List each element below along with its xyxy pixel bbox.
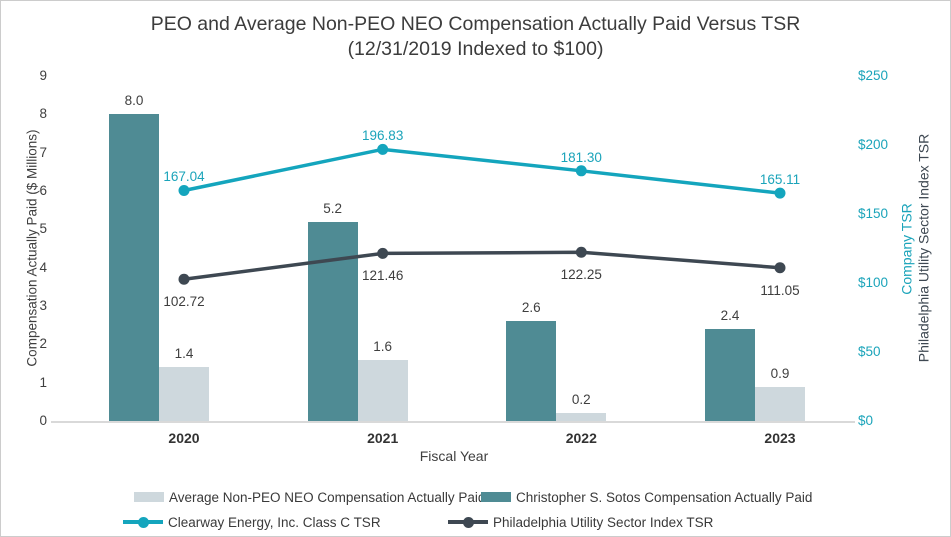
tsr-value-label: 196.83 <box>362 128 404 144</box>
chart-title: PEO and Average Non-PEO NEO Compensation… <box>1 12 950 62</box>
x-axis-title: Fiscal Year <box>419 448 489 464</box>
tsr-lines-plot <box>178 143 786 285</box>
tsr-value-label: 122.25 <box>560 267 602 283</box>
x-axis-category-label: 2022 <box>565 430 597 446</box>
bar-avg-neo-compensation <box>159 367 209 421</box>
secondary-y-axis-tick-label: $50 <box>858 344 881 359</box>
secondary-y-axis-tick-label: $200 <box>858 137 889 152</box>
bar-value-label: 5.2 <box>323 200 343 216</box>
y-axis-tick-label: 1 <box>39 374 47 390</box>
bar-peo-compensation <box>307 221 358 421</box>
bar-value-label: 8.0 <box>124 93 144 109</box>
right-axis-title-company-tsr: Company TSR <box>898 203 915 295</box>
secondary-y-axis-tick-label: $0 <box>858 413 874 428</box>
y-axis-tick-label: 9 <box>39 68 47 83</box>
right-axis-title-index-tsr: Philadelphia Utility Sector Index TSR <box>915 133 932 363</box>
bar-avg-neo-compensation <box>357 359 408 421</box>
company-tsr-line-point <box>774 187 786 199</box>
x-axis-category-label: 2021 <box>367 430 399 446</box>
bar-value-label: 1.4 <box>174 346 194 362</box>
y-axis-tick-label: 4 <box>39 259 47 275</box>
tsr-value-label: 165.11 <box>759 172 801 188</box>
index-tsr-line-point <box>575 246 587 258</box>
legend-dot-icon <box>462 516 474 528</box>
tsr-value-label: 181.30 <box>560 149 602 165</box>
company-tsr-line-point <box>178 184 190 196</box>
bar-value-label: 2.4 <box>720 308 740 323</box>
legend-item: Christopher S. Sotos Compensation Actual… <box>481 488 812 506</box>
legend-item: Average Non-PEO NEO Compensation Actuall… <box>134 488 485 506</box>
bar-peo-compensation <box>705 329 755 421</box>
legend-item: Philadelphia Utility Sector Index TSR <box>448 513 713 531</box>
y-axis-tick-label: 8 <box>39 106 47 122</box>
index-tsr-line-point <box>774 262 786 274</box>
bar-peo-compensation <box>109 114 159 421</box>
legend-line-marker-icon <box>123 516 163 528</box>
x-axis-category-label: 2020 <box>168 430 200 446</box>
secondary-y-axis-tick-label: $150 <box>858 206 889 221</box>
index-tsr-line-point <box>178 273 190 285</box>
chart-title-line2: (12/31/2019 Indexed to $100) <box>347 38 604 60</box>
legend-label: Christopher S. Sotos Compensation Actual… <box>516 489 813 505</box>
bar-value-label: 0.9 <box>770 365 790 381</box>
tsr-value-label: 167.04 <box>163 169 205 185</box>
bar-value-label: 1.6 <box>373 338 393 354</box>
company-tsr-line-point <box>377 143 389 155</box>
legend-label: Clearway Energy, Inc. Class C TSR <box>168 514 381 530</box>
legend-label: Philadelphia Utility Sector Index TSR <box>493 514 714 530</box>
tsr-value-label: 111.05 <box>760 282 800 298</box>
index-tsr-line <box>183 250 781 281</box>
y-axis-tick-label: 7 <box>39 144 47 160</box>
y-axis-tick-label: 2 <box>39 336 47 352</box>
y-axis-tick-label: 3 <box>39 298 47 313</box>
secondary-y-axis-tick-label: $100 <box>858 275 889 290</box>
legend-line-marker-icon <box>448 516 488 528</box>
legend-label: Average Non-PEO NEO Compensation Actuall… <box>169 489 486 505</box>
bar-peo-compensation <box>506 321 557 421</box>
bar-avg-neo-compensation <box>755 386 805 421</box>
secondary-y-axis-tick-label: $250 <box>858 68 889 83</box>
legend-bar-swatch-icon <box>481 492 511 502</box>
bar-avg-neo-compensation <box>556 413 607 421</box>
bar-value-label: 2.6 <box>521 300 541 316</box>
index-tsr-line-point <box>377 247 389 259</box>
legend-dot-icon <box>137 516 149 528</box>
tsr-value-label: 102.72 <box>163 294 205 310</box>
legend-bar-swatch-icon <box>134 492 164 502</box>
y-axis-tick-label: 5 <box>39 221 47 237</box>
left-axis-title: Compensation Actually Paid ($ Millions) <box>24 129 40 367</box>
company-tsr-line <box>183 147 781 195</box>
company-tsr-line-point <box>575 165 587 177</box>
chart-title-line1: PEO and Average Non-PEO NEO Compensation… <box>150 13 801 35</box>
y-axis-tick-label: 6 <box>39 183 47 198</box>
tsr-value-label: 121.46 <box>362 268 404 284</box>
x-axis-category-label: 2023 <box>764 430 796 446</box>
x-axis-line <box>51 421 855 423</box>
y-axis-tick-label: 0 <box>39 413 47 428</box>
bar-value-label: 0.2 <box>571 392 591 408</box>
legend-item: Clearway Energy, Inc. Class C TSR <box>123 513 381 531</box>
